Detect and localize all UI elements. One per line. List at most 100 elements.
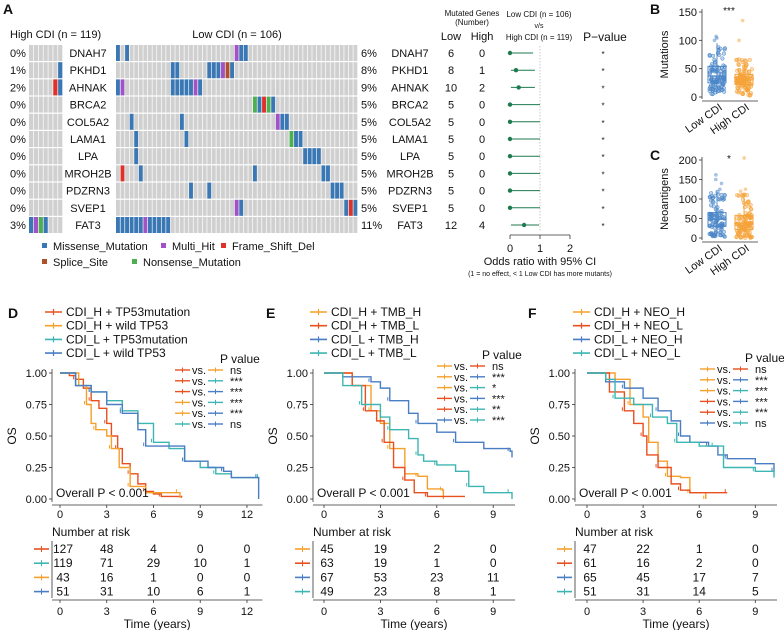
empty-cell <box>157 148 161 165</box>
significance-label: * <box>727 154 731 165</box>
outlier-point <box>713 177 718 182</box>
data-point <box>734 235 739 240</box>
mutation-cell <box>138 217 143 233</box>
empty-cell <box>147 131 152 147</box>
empty-cell <box>289 217 294 233</box>
data-point <box>720 56 725 61</box>
empty-cell <box>211 217 216 233</box>
empty-cell <box>198 199 203 216</box>
y-tick-label: 200 <box>679 155 697 167</box>
empty-cell <box>170 96 175 113</box>
data-point <box>722 234 727 239</box>
empty-cell <box>348 217 353 233</box>
data-point <box>708 70 713 75</box>
x-axis-label: Time (years) <box>124 617 191 630</box>
x-tick-label: 6 <box>434 509 440 521</box>
risk-value: 119 <box>53 556 72 570</box>
risk-value: 0 <box>490 542 497 556</box>
y-tick-label: 0.50 <box>287 431 308 443</box>
gene-label-right: MROH2B <box>386 168 433 180</box>
empty-cell <box>198 217 203 233</box>
low-count: 5 <box>448 100 454 112</box>
empty-cell <box>344 62 349 79</box>
empty-cell <box>198 96 203 113</box>
empty-cell <box>211 113 216 130</box>
significance-label: * <box>492 383 497 395</box>
empty-cell <box>353 182 358 199</box>
empty-cell <box>166 79 171 96</box>
y-tick-label: 100 <box>679 35 697 47</box>
data-point <box>735 216 740 221</box>
y-axis-label: Mutations <box>659 30 671 78</box>
empty-cell <box>243 217 248 233</box>
odds-ratio-point <box>507 136 513 142</box>
mutation-cell <box>239 199 244 216</box>
empty-cell <box>266 113 271 130</box>
high-pct-label: 3% <box>10 220 26 232</box>
data-point <box>744 75 749 80</box>
empty-cell <box>147 182 152 199</box>
legend-label: CDI_L + wild TP53 <box>66 346 166 360</box>
low-pct-label: 8% <box>361 65 377 77</box>
empty-cell <box>298 79 303 96</box>
low-count: 5 <box>448 134 454 146</box>
legend-label: CDI_L + TMB_H <box>331 332 419 346</box>
panel-label-c: C <box>650 147 660 163</box>
mutation-cell <box>125 217 129 233</box>
empty-cell <box>207 113 212 130</box>
empty-cell <box>157 165 161 182</box>
mutation-cell <box>221 62 225 79</box>
empty-cell <box>125 199 129 216</box>
low-pct-label: 5% <box>361 134 377 146</box>
high-count: 0 <box>479 203 485 215</box>
gene-label: PKHD1 <box>70 65 107 77</box>
vs-label: vs. <box>717 386 731 398</box>
empty-cell <box>166 165 171 182</box>
data-point <box>734 57 739 62</box>
mutation-cell <box>29 217 34 233</box>
data-point <box>722 47 727 52</box>
empty-cell <box>125 79 129 96</box>
empty-cell <box>202 131 207 147</box>
empty-cell <box>326 79 330 96</box>
empty-cell <box>193 113 198 130</box>
empty-cell <box>179 182 184 199</box>
empty-cell <box>43 148 48 165</box>
low-pct-label: 5% <box>361 151 377 163</box>
empty-cell <box>48 96 53 113</box>
empty-cell <box>58 165 63 182</box>
vs-label: vs. <box>192 408 206 420</box>
empty-cell <box>289 165 294 182</box>
empty-cell <box>266 217 271 233</box>
x-axis-label: Time (years) <box>643 617 710 630</box>
x-tick-label: 0 <box>584 509 590 521</box>
data-point <box>721 51 727 56</box>
empty-cell <box>275 199 280 216</box>
empty-cell <box>29 113 34 130</box>
mutation-cell <box>58 62 63 79</box>
empty-cell <box>353 62 358 79</box>
empty-cell <box>175 182 180 199</box>
empty-cell <box>330 217 335 233</box>
legend-label: Multi_Hit <box>172 241 215 253</box>
risk-value: 22 <box>636 542 650 556</box>
empty-cell <box>266 165 271 182</box>
empty-cell <box>335 79 340 96</box>
empty-cell <box>138 182 143 199</box>
empty-cell <box>120 113 125 130</box>
empty-cell <box>225 79 230 96</box>
empty-cell <box>116 199 120 216</box>
empty-cell <box>33 62 39 79</box>
mutation-cell <box>326 165 330 182</box>
empty-cell <box>202 96 207 113</box>
data-point <box>748 215 753 220</box>
empty-cell <box>234 165 239 182</box>
empty-cell <box>266 45 271 61</box>
significance-label: ns <box>755 364 767 376</box>
empty-cell <box>330 62 335 79</box>
empty-cell <box>344 45 349 61</box>
empty-cell <box>157 199 161 216</box>
empty-cell <box>339 165 344 182</box>
risk-value: 2 <box>696 556 703 570</box>
empty-cell <box>221 148 225 165</box>
